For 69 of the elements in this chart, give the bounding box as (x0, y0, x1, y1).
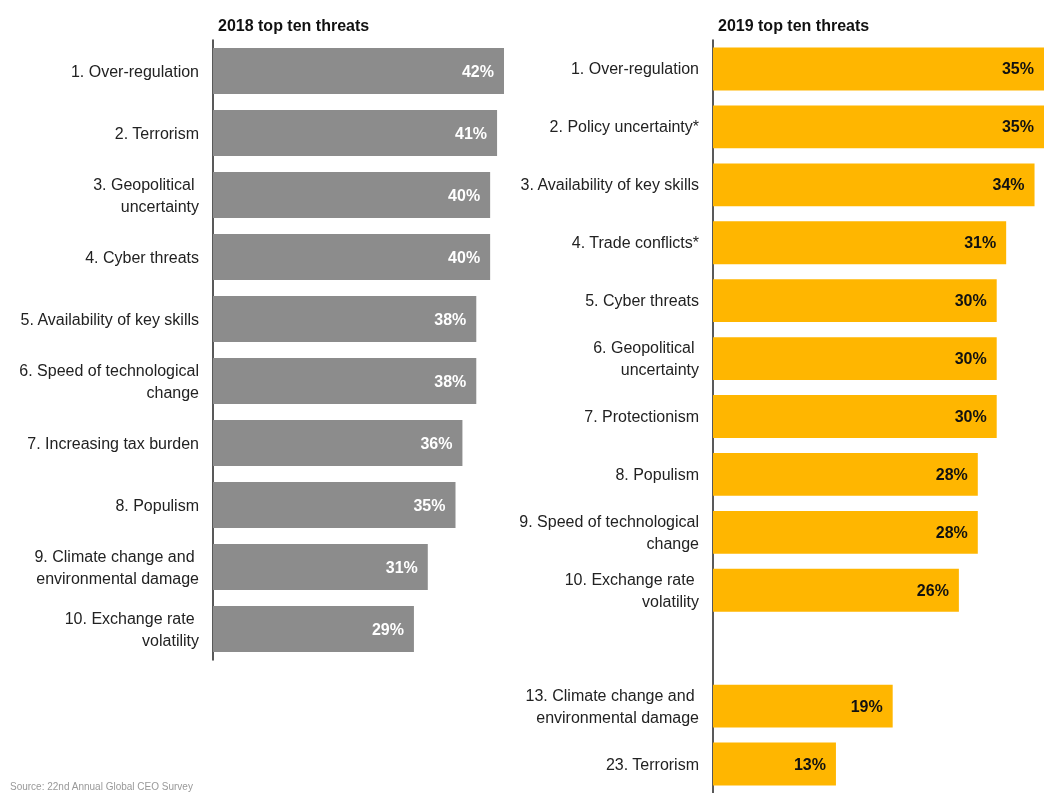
data-label: 35% (1001, 60, 1034, 78)
data-label: 35% (413, 496, 446, 514)
y-tick-label: 1. Over-regulation (70, 62, 199, 80)
y-tick-label: 10. Exchange rate volatility (564, 570, 699, 610)
bar (213, 482, 456, 528)
bar (213, 606, 414, 652)
bar (713, 568, 959, 612)
y-tick-label: 3. Geopolitical uncertainty (93, 175, 199, 215)
data-label: 34% (992, 176, 1025, 194)
chart-title: 2019 top ten threats (718, 16, 870, 34)
bar (713, 395, 997, 438)
y-tick-label: 13. Climate change and environmental damage (525, 686, 700, 726)
bar (713, 742, 836, 786)
data-label: 38% (434, 310, 467, 328)
bar (713, 337, 997, 381)
y-tick-label: 23. Terrorism (605, 755, 699, 773)
data-label: 19% (850, 697, 883, 715)
y-tick-label: 5. Cyber threats (585, 292, 699, 310)
chart-title: 2018 top ten threats (218, 16, 370, 34)
data-label: 28% (935, 523, 968, 541)
data-label: 30% (954, 350, 987, 368)
y-tick-label: 4. Trade conflicts* (571, 234, 699, 252)
data-label: 40% (448, 248, 481, 266)
y-tick-label: 5. Availability of key skills (20, 310, 199, 328)
data-label: 29% (371, 620, 404, 638)
y-tick-label: 9. Speed of technological change (519, 512, 700, 552)
data-label: 31% (385, 558, 418, 576)
y-tick-label: 2. Policy uncertainty* (549, 118, 699, 136)
data-label: 31% (964, 234, 997, 252)
data-label: 30% (954, 292, 987, 310)
data-label: 42% (461, 62, 494, 80)
y-tick-label: 3. Availability of key skills (520, 176, 699, 194)
y-tick-label: 1. Over-regulation (570, 60, 699, 78)
data-label: 35% (1001, 118, 1034, 136)
y-tick-label: 8. Populism (115, 496, 199, 514)
data-label: 26% (916, 581, 949, 599)
bar (213, 110, 498, 156)
bar (713, 510, 978, 554)
y-tick-label: 4. Cyber threats (85, 248, 199, 266)
data-label: 13% (793, 755, 826, 773)
bar (213, 234, 491, 280)
bar (713, 684, 893, 728)
bar (713, 105, 1044, 149)
data-label: 38% (434, 372, 467, 390)
data-label: 41% (455, 124, 488, 142)
y-tick-label: 6. Speed of technological change (19, 361, 200, 401)
bar (213, 296, 477, 342)
bar (713, 47, 1044, 91)
bar (713, 452, 978, 496)
bar (213, 544, 428, 590)
data-label: 28% (935, 465, 968, 483)
bar (713, 163, 1035, 207)
data-label: 36% (420, 434, 453, 452)
data-label: 40% (448, 186, 481, 204)
y-tick-label: 2. Terrorism (114, 124, 199, 142)
bar (213, 48, 504, 94)
source-note: Source: 22nd Annual Global CEO Survey (10, 780, 193, 792)
y-tick-label: 7. Increasing tax burden (27, 434, 199, 452)
y-tick-label: 9. Climate change and environmental damage (34, 547, 200, 587)
y-tick-label: 10. Exchange rate volatility (64, 609, 199, 649)
bar (713, 279, 997, 323)
y-tick-label: 6. Geopolitical uncertainty (593, 339, 699, 379)
bar (713, 221, 1007, 265)
bar (213, 172, 491, 218)
y-tick-label: 7. Protectionism (584, 408, 699, 425)
bar (213, 420, 463, 466)
y-tick-label: 8. Populism (615, 465, 699, 483)
data-label: 30% (954, 408, 987, 425)
bar (213, 358, 477, 404)
